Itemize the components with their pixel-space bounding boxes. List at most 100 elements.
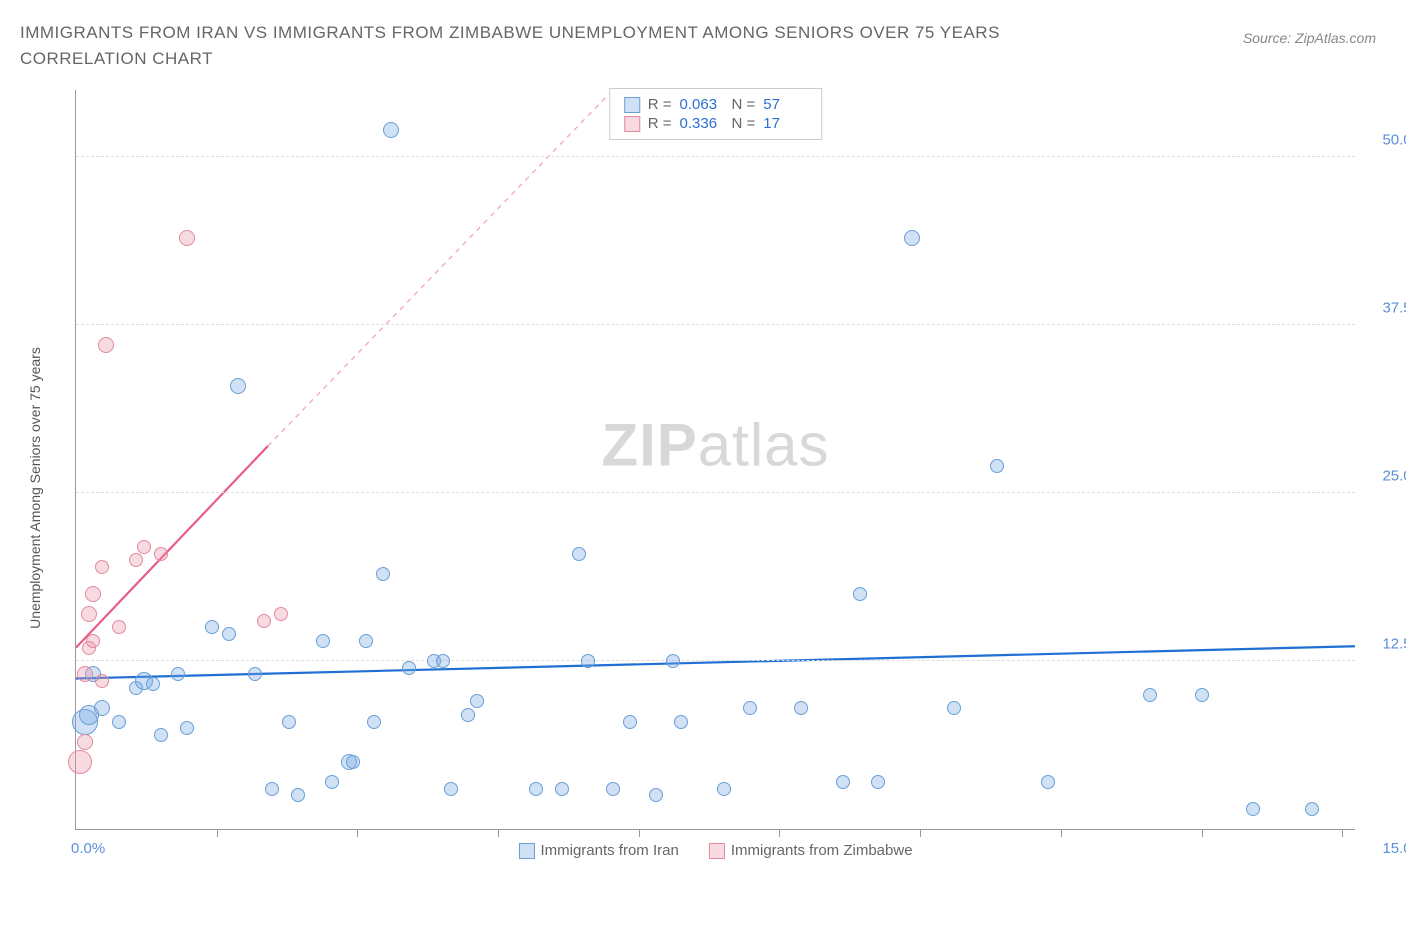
data-point	[205, 620, 219, 634]
data-point	[265, 782, 279, 796]
legend-series-label: Immigrants from Iran	[540, 842, 678, 859]
y-axis-label: Unemployment Among Seniors over 75 years	[27, 347, 43, 629]
legend-bottom: Immigrants from Iran Immigrants from Zim…	[518, 842, 912, 859]
x-tick	[1061, 829, 1062, 837]
data-point	[383, 122, 399, 138]
data-point	[325, 775, 339, 789]
x-tick	[1202, 829, 1203, 837]
data-point	[376, 567, 390, 581]
data-point	[137, 540, 151, 554]
data-point	[257, 614, 271, 628]
x-axis-end-label: 15.0%	[1382, 840, 1406, 857]
data-point	[529, 782, 543, 796]
legend-stats-row: R = 0.063 N = 57	[624, 95, 808, 114]
stat-n-value: 57	[763, 96, 807, 113]
data-point	[794, 701, 808, 715]
data-point	[222, 627, 236, 641]
x-tick	[920, 829, 921, 837]
legend-item: Immigrants from Zimbabwe	[709, 842, 913, 859]
y-tick-label: 50.0%	[1382, 132, 1406, 149]
data-point	[291, 788, 305, 802]
stat-r-value: 0.336	[680, 115, 724, 132]
data-point	[947, 701, 961, 715]
legend-series-label: Immigrants from Zimbabwe	[731, 842, 913, 859]
data-point	[990, 459, 1004, 473]
stat-r-value: 0.063	[680, 96, 724, 113]
data-point	[717, 782, 731, 796]
chart-header: IMMIGRANTS FROM IRAN VS IMMIGRANTS FROM …	[0, 0, 1406, 81]
data-point	[623, 715, 637, 729]
stat-r-label: R =	[648, 115, 672, 132]
x-tick	[1342, 829, 1343, 837]
data-point	[95, 674, 109, 688]
data-point	[581, 654, 595, 668]
legend-stats-row: R = 0.336 N = 17	[624, 114, 808, 133]
data-point	[853, 587, 867, 601]
data-point	[444, 782, 458, 796]
data-point	[367, 715, 381, 729]
chart-container: Unemployment Among Seniors over 75 years…	[60, 90, 1380, 870]
gridline	[76, 324, 1355, 325]
stat-r-label: R =	[648, 96, 672, 113]
data-point	[606, 782, 620, 796]
watermark: ZIPatlas	[601, 410, 829, 479]
data-point	[274, 607, 288, 621]
data-point	[154, 547, 168, 561]
data-point	[112, 620, 126, 634]
data-point	[1143, 688, 1157, 702]
trend-lines	[76, 90, 1355, 829]
data-point	[1246, 802, 1260, 816]
data-point	[1195, 688, 1209, 702]
data-point	[282, 715, 296, 729]
data-point	[85, 586, 101, 602]
data-point	[572, 547, 586, 561]
data-point	[146, 677, 160, 691]
data-point	[68, 750, 92, 774]
gridline	[76, 156, 1355, 157]
stat-n-label: N =	[732, 96, 756, 113]
legend-swatch-icon	[624, 116, 640, 132]
data-point	[904, 230, 920, 246]
y-tick-label: 25.0%	[1382, 468, 1406, 485]
data-point	[346, 755, 360, 769]
data-point	[649, 788, 663, 802]
data-point	[743, 701, 757, 715]
data-point	[402, 661, 416, 675]
data-point	[154, 728, 168, 742]
data-point	[179, 230, 195, 246]
x-tick	[357, 829, 358, 837]
y-tick-label: 12.5%	[1382, 636, 1406, 653]
gridline	[76, 660, 1355, 661]
x-axis-start-label: 0.0%	[71, 840, 105, 857]
plot-area: ZIPatlas R = 0.063 N = 57 R = 0.336 N = …	[75, 90, 1355, 830]
gridline	[76, 492, 1355, 493]
x-tick	[498, 829, 499, 837]
data-point	[666, 654, 680, 668]
x-tick	[779, 829, 780, 837]
data-point	[112, 715, 126, 729]
data-point	[86, 634, 100, 648]
data-point	[98, 337, 114, 353]
data-point	[77, 734, 93, 750]
data-point	[1041, 775, 1055, 789]
data-point	[359, 634, 373, 648]
stat-n-value: 17	[763, 115, 807, 132]
data-point	[180, 721, 194, 735]
stat-n-label: N =	[732, 115, 756, 132]
data-point	[171, 667, 185, 681]
data-point	[674, 715, 688, 729]
data-point	[555, 782, 569, 796]
y-tick-label: 37.5%	[1382, 300, 1406, 317]
data-point	[436, 654, 450, 668]
data-point	[871, 775, 885, 789]
legend-stats-box: R = 0.063 N = 57 R = 0.336 N = 17	[609, 88, 823, 140]
legend-swatch-icon	[518, 843, 534, 859]
data-point	[470, 694, 484, 708]
data-point	[94, 700, 110, 716]
data-point	[77, 666, 93, 682]
data-point	[248, 667, 262, 681]
data-point	[230, 378, 246, 394]
data-point	[836, 775, 850, 789]
x-tick	[217, 829, 218, 837]
legend-item: Immigrants from Iran	[518, 842, 678, 859]
